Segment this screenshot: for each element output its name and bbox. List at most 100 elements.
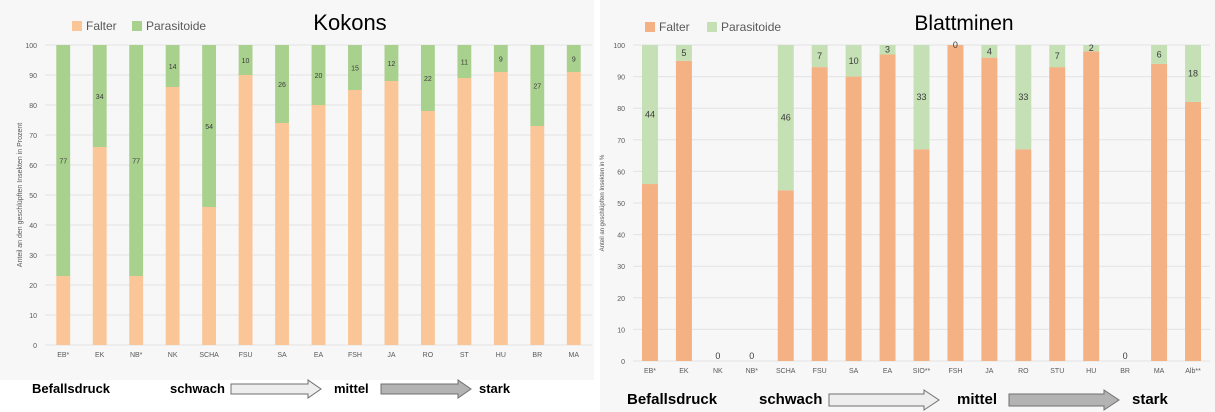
legend-swatch (72, 21, 82, 31)
data-label: 10 (849, 56, 859, 66)
y-tick-label: 10 (617, 327, 625, 334)
bar-parasitoide (1083, 45, 1100, 52)
x-tick-label: MA (569, 352, 580, 359)
arrow-icon (380, 379, 472, 399)
x-tick-label: NB* (130, 352, 143, 359)
y-tick-label: 10 (29, 313, 37, 320)
bar-falter (129, 276, 144, 345)
data-label: 6 (1157, 49, 1162, 59)
bar-falter (238, 75, 253, 345)
bar-parasitoide (92, 45, 107, 147)
bar-falter (675, 60, 692, 362)
y-axis-label: Anteil an geschlüpften Insekten in % (600, 154, 606, 251)
bar-falter (493, 72, 508, 345)
y-tick-label: 70 (29, 133, 37, 140)
data-label: 5 (681, 48, 686, 58)
bar-parasitoide (777, 45, 794, 191)
x-tick-label: HU (1086, 368, 1096, 375)
befallsdruck-label-left: Befallsdruck (32, 381, 111, 396)
x-tick-label: EK (95, 352, 105, 359)
bar-parasitoide (1049, 45, 1066, 68)
legend-swatch (132, 21, 142, 31)
data-label: 77 (132, 159, 140, 166)
y-tick-label: 30 (617, 264, 625, 271)
bar-parasitoide (311, 45, 326, 105)
data-label: 44 (645, 110, 655, 120)
bar-parasitoide (1151, 45, 1168, 64)
bar-parasitoide (348, 45, 362, 90)
data-label: 3 (885, 45, 890, 55)
x-tick-label: EK (679, 368, 689, 375)
bar-parasitoide (56, 45, 71, 276)
data-label: 7 (1055, 51, 1060, 61)
x-tick-label: RO (423, 352, 434, 359)
x-tick-label: HU (496, 352, 506, 359)
data-label: 11 (461, 60, 468, 67)
x-tick-label: ST (460, 352, 470, 359)
arrow-icon (828, 389, 940, 411)
data-label: 33 (916, 92, 926, 102)
y-tick-label: 20 (29, 283, 37, 290)
chart-title: Blattminen (914, 12, 1013, 35)
data-label: 34 (96, 94, 104, 101)
stark-label-right: stark (1132, 391, 1168, 408)
x-tick-label: EB* (57, 352, 69, 359)
y-tick-label: 80 (617, 106, 625, 113)
bar-falter (947, 45, 964, 361)
legend-label: Parasitoide (146, 19, 206, 33)
data-label: 4 (987, 46, 992, 56)
y-tick-label: 80 (29, 103, 37, 110)
x-tick-label: JA (387, 352, 396, 359)
bar-parasitoide (913, 45, 930, 150)
x-tick-label: JA (985, 368, 994, 375)
y-tick-label: 40 (617, 233, 625, 240)
y-tick-label: 100 (25, 43, 37, 50)
y-tick-label: 60 (29, 163, 37, 170)
blattminen-panel: 0 10 20 30 40 50 60 70 80 90 100 Anteil an geschlüp… (600, 0, 1215, 412)
arrow-icon (1008, 389, 1120, 411)
data-label: 15 (351, 66, 359, 73)
bar-parasitoide (493, 45, 508, 72)
x-tick-label: BR (532, 352, 542, 359)
bar-parasitoide (1185, 45, 1202, 102)
x-tick-label: EB* (644, 368, 656, 375)
bar-falter (1015, 149, 1032, 361)
x-tick-label: FSH (948, 368, 962, 375)
y-tick-label: 0 (33, 343, 37, 350)
bar-parasitoide (384, 45, 399, 81)
mittel-label-right: mittel (957, 391, 998, 408)
x-tick-label: STU (1050, 368, 1064, 375)
x-tick-label: SCHA (776, 368, 796, 375)
bar-falter (1049, 67, 1066, 362)
data-label: 22 (424, 76, 432, 83)
arrow-icon (230, 379, 322, 399)
bar-falter (311, 105, 326, 345)
bar-parasitoide (811, 45, 828, 68)
data-label: 0 (715, 351, 720, 361)
bar-falter (384, 81, 399, 345)
bar-falter (641, 184, 658, 361)
x-tick-label: SIO** (913, 368, 931, 375)
bar-falter (566, 72, 581, 345)
bar-parasitoide (981, 45, 998, 58)
x-tick-label: Alb** (1185, 368, 1201, 375)
bar-parasitoide (238, 45, 253, 75)
bar-falter (275, 123, 289, 345)
data-label: 0 (953, 40, 958, 50)
chart-title: Kokons (313, 10, 386, 35)
x-tick-label: NK (168, 352, 178, 359)
bar-parasitoide (129, 45, 144, 276)
y-tick-label: 60 (617, 169, 625, 176)
y-tick-label: 100 (613, 43, 625, 50)
x-tick-label: SA (277, 352, 287, 359)
legend-label: Falter (86, 19, 117, 33)
legend-label: Falter (659, 20, 690, 34)
schwach-label-left: schwach (170, 381, 225, 396)
y-axis-label: Anteil an den geschlüpften Insekten in P… (17, 123, 24, 267)
x-tick-label: NK (713, 368, 723, 375)
bar-falter (56, 276, 71, 345)
bar-parasitoide (202, 45, 217, 207)
x-tick-label: EA (883, 368, 893, 375)
bar-parasitoide (1015, 45, 1032, 150)
